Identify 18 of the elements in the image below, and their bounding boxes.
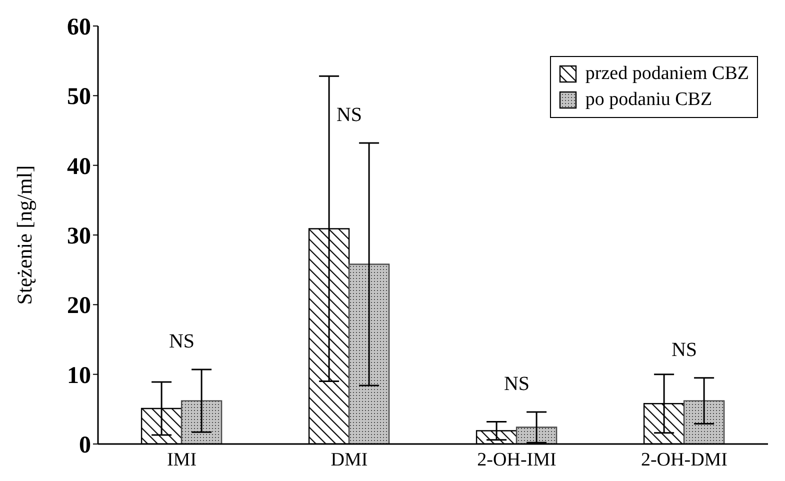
y-tick-label: 30 xyxy=(67,224,91,250)
y-tick-label: 40 xyxy=(67,154,91,180)
x-tick-label: DMI xyxy=(330,449,368,470)
y-tick-label: 0 xyxy=(79,432,91,459)
annotation: NS xyxy=(671,338,698,361)
y-tick-label: 10 xyxy=(67,362,91,389)
annotation: NS xyxy=(336,104,362,126)
x-tick-label: 2-OH-IMI xyxy=(477,449,556,470)
annotation: NS xyxy=(168,330,195,352)
x-tick-label: IMI xyxy=(166,449,197,470)
y-tick-label: 20 xyxy=(67,293,91,320)
legend-label: przed podaniem CBZ xyxy=(585,62,749,86)
y-tick-label: 60 xyxy=(67,14,91,41)
y-axis-title: Stężenie [ng/ml] xyxy=(12,165,36,305)
annotation: NS xyxy=(504,372,530,395)
y-tick-label: 50 xyxy=(67,84,91,110)
x-tick-label: 2-OH-DMI xyxy=(640,449,728,470)
legend-label: po podaniu CBZ xyxy=(585,88,712,112)
